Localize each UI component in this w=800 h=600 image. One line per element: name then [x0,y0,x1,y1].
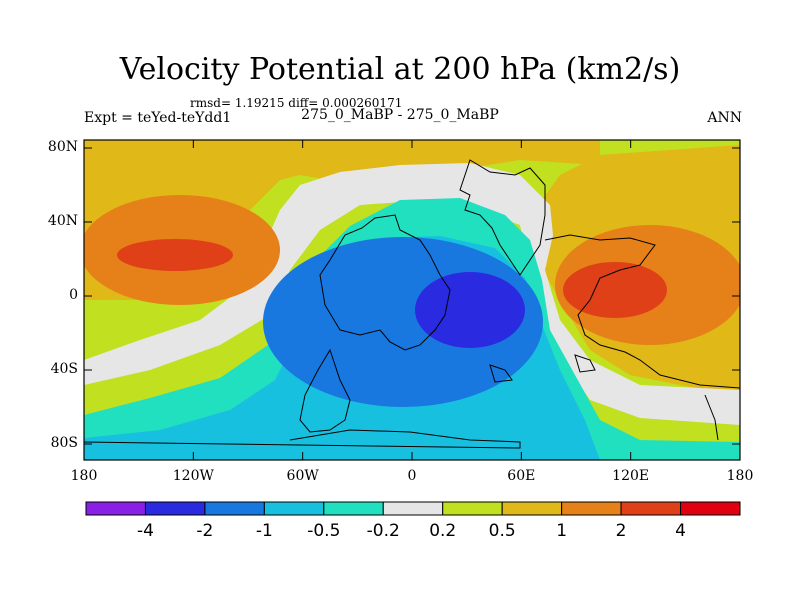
y-tick-label: 0 [69,287,78,303]
colorbar [85,501,741,516]
axis-ticks [83,140,741,460]
colorbar-label: -2 [196,521,214,541]
colorbar-label: -1 [255,521,273,541]
x-tick-label: 60E [507,468,536,484]
field-west-max-4 [117,239,233,271]
x-tick-label: 180 [726,468,754,484]
field-minus2-region [415,272,525,348]
colorbar-label: 0.5 [488,521,516,541]
x-tick-label: 120E [612,468,650,484]
colorbar-label: -0.5 [307,521,341,541]
colorbar-swatch [323,501,384,516]
x-tick-label: 120W [172,468,214,484]
colorbar-swatch [382,501,444,516]
colorbar-label: -4 [136,521,154,541]
colorbar-swatch [263,501,325,516]
colorbar-swatch [501,501,563,516]
colorbar-swatch [144,501,206,516]
colorbar-swatch [85,501,146,516]
colorbar-swatch [620,501,682,516]
colorbar-swatch [442,501,503,516]
y-tick-label: 80S [50,435,78,451]
field-east-max-4 [563,262,667,318]
colorbar-swatch [204,501,265,516]
experiment-label: Expt = teYed-teYdd1 [84,110,232,126]
y-tick-label: 40S [50,361,78,377]
continent-outlines [84,159,740,449]
x-tick-label: 0 [407,468,417,484]
y-tick-label: 80N [47,139,78,155]
colorbar-label: 2 [615,521,627,541]
y-tick-label: 40N [47,213,78,229]
x-tick-label: 180 [70,468,98,484]
rmsd-text: rmsd= 1.19215 diff= 0.000260171 [190,96,403,110]
colorbar-swatch [561,501,622,516]
chart-title: Velocity Potential at 200 hPa (km2/s) [119,52,681,87]
colorbar-swatch [680,501,741,516]
contour-field [84,140,740,460]
x-tick-label: 60W [286,468,319,484]
colorbar-label: 4 [675,521,686,541]
colorbar-label: 0.2 [429,521,457,541]
colorbar-label: -0.2 [366,521,400,541]
season-label: ANN [707,110,742,126]
colorbar-label: 1 [556,521,568,541]
chart-subtitle: 275_0_MaBP - 275_0_MaBP [301,107,499,123]
